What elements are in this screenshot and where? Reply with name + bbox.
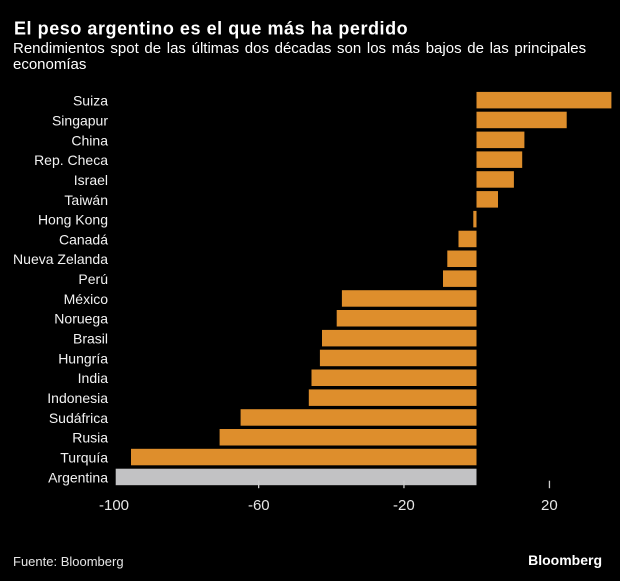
svg-text:Bloomberg: Bloomberg	[528, 552, 602, 568]
svg-text:México: México	[64, 291, 109, 307]
svg-text:Rusia: Rusia	[72, 430, 108, 446]
svg-text:Argentina: Argentina	[48, 469, 108, 485]
svg-text:Fuente: Bloomberg: Fuente: Bloomberg	[13, 554, 124, 569]
svg-text:-100: -100	[99, 497, 129, 514]
svg-text:Perú: Perú	[78, 271, 108, 287]
svg-text:Israel: Israel	[74, 172, 108, 188]
svg-text:Rendimientos spot de las últim: Rendimientos spot de las últimas dos déc…	[13, 40, 586, 57]
svg-text:Noruega: Noruega	[54, 311, 108, 327]
svg-text:China: China	[71, 132, 108, 148]
svg-text:Turquía: Turquía	[60, 450, 108, 466]
svg-text:India: India	[78, 370, 109, 386]
svg-text:Rep. Checa: Rep. Checa	[34, 152, 108, 168]
svg-text:Hong Kong: Hong Kong	[38, 212, 108, 228]
svg-text:Taiwán: Taiwán	[64, 192, 108, 208]
svg-text:Hungría: Hungría	[58, 350, 108, 366]
svg-text:Indonesia: Indonesia	[47, 390, 108, 406]
svg-text:Sudáfrica: Sudáfrica	[49, 410, 108, 426]
svg-text:El peso argentino es el que má: El peso argentino es el que más ha perdi…	[14, 19, 408, 39]
svg-text:Canadá: Canadá	[59, 231, 108, 247]
svg-text:Singapur: Singapur	[52, 112, 108, 128]
svg-text:-20: -20	[393, 497, 415, 514]
svg-text:Nueva Zelanda: Nueva Zelanda	[13, 251, 108, 267]
svg-text:economías: economías	[13, 56, 86, 73]
svg-text:-60: -60	[248, 497, 270, 514]
svg-text:Suiza: Suiza	[73, 93, 108, 109]
svg-text:Brasil: Brasil	[73, 331, 108, 347]
svg-text:20: 20	[541, 497, 558, 514]
